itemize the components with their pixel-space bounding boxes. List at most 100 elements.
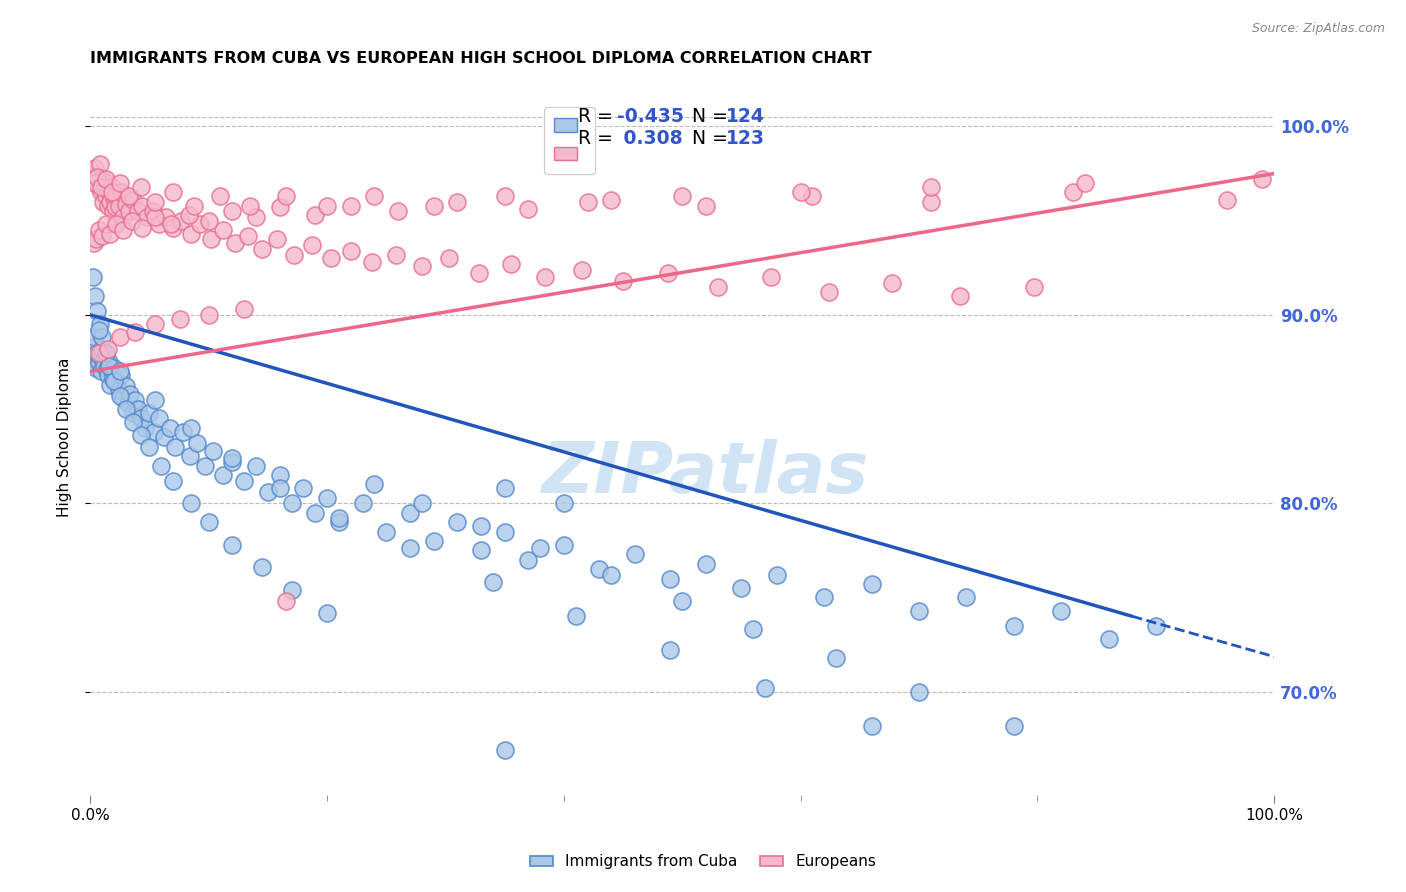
Point bbox=[553, 538, 575, 552]
Point bbox=[84, 232, 107, 246]
Point bbox=[446, 515, 468, 529]
Point bbox=[197, 308, 219, 322]
Point bbox=[384, 247, 406, 261]
Point bbox=[86, 304, 108, 318]
Point bbox=[766, 567, 789, 582]
Point bbox=[136, 210, 159, 224]
Point bbox=[94, 218, 117, 232]
Point bbox=[801, 189, 824, 203]
Point bbox=[143, 392, 166, 407]
Point bbox=[221, 450, 243, 465]
Point bbox=[114, 196, 136, 211]
Point bbox=[411, 259, 433, 273]
Point bbox=[612, 274, 634, 288]
Point bbox=[707, 279, 730, 293]
Point bbox=[98, 186, 121, 200]
Point bbox=[499, 257, 522, 271]
Point bbox=[571, 262, 593, 277]
Point bbox=[494, 524, 516, 539]
Point bbox=[470, 543, 492, 558]
Point bbox=[98, 355, 121, 369]
Point bbox=[124, 325, 146, 339]
Point bbox=[328, 511, 350, 525]
Point bbox=[754, 681, 776, 695]
Point bbox=[118, 189, 141, 203]
Text: 123: 123 bbox=[725, 129, 765, 148]
Point bbox=[91, 330, 114, 344]
Text: ZIPatlas: ZIPatlas bbox=[543, 439, 870, 508]
Point bbox=[221, 538, 243, 552]
Point bbox=[221, 455, 243, 469]
Text: 124: 124 bbox=[725, 106, 765, 126]
Point bbox=[110, 186, 132, 200]
Point bbox=[108, 330, 131, 344]
Point bbox=[269, 201, 291, 215]
Point bbox=[339, 198, 361, 212]
Point bbox=[1144, 618, 1167, 632]
Point bbox=[91, 342, 114, 356]
Point bbox=[517, 202, 540, 217]
Point bbox=[159, 421, 181, 435]
Point bbox=[129, 179, 152, 194]
Point bbox=[83, 330, 105, 344]
Text: N =: N = bbox=[692, 106, 727, 126]
Point bbox=[197, 515, 219, 529]
Point bbox=[162, 221, 184, 235]
Point bbox=[121, 415, 143, 429]
Point bbox=[759, 270, 782, 285]
Point bbox=[86, 170, 108, 185]
Point bbox=[98, 377, 121, 392]
Point bbox=[165, 440, 187, 454]
Point bbox=[143, 318, 166, 332]
Point bbox=[155, 210, 177, 224]
Point bbox=[695, 198, 717, 212]
Point bbox=[124, 392, 146, 407]
Point bbox=[107, 383, 129, 397]
Point bbox=[588, 562, 610, 576]
Point bbox=[93, 179, 115, 194]
Point bbox=[274, 189, 297, 203]
Point bbox=[553, 496, 575, 510]
Text: IMMIGRANTS FROM CUBA VS EUROPEAN HIGH SCHOOL DIPLOMA CORRELATION CHART: IMMIGRANTS FROM CUBA VS EUROPEAN HIGH SC… bbox=[90, 51, 872, 66]
Text: Source: ZipAtlas.com: Source: ZipAtlas.com bbox=[1251, 22, 1385, 36]
Point bbox=[82, 340, 104, 354]
Point bbox=[245, 210, 267, 224]
Point bbox=[112, 391, 135, 405]
Point bbox=[600, 193, 623, 207]
Point bbox=[131, 198, 153, 212]
Point bbox=[105, 374, 128, 388]
Point bbox=[162, 474, 184, 488]
Point bbox=[233, 474, 256, 488]
Point bbox=[657, 267, 679, 281]
Point bbox=[316, 198, 339, 212]
Point bbox=[1251, 172, 1274, 186]
Point bbox=[112, 223, 135, 237]
Point bbox=[96, 176, 118, 190]
Point bbox=[1062, 186, 1084, 200]
Point bbox=[170, 213, 193, 227]
Point bbox=[83, 236, 105, 251]
Point bbox=[1074, 176, 1097, 190]
Point bbox=[319, 252, 342, 266]
Point bbox=[239, 198, 262, 212]
Point bbox=[86, 170, 108, 185]
Point bbox=[534, 270, 557, 285]
Point bbox=[98, 359, 121, 373]
Point bbox=[860, 577, 883, 591]
Point bbox=[529, 541, 551, 556]
Point bbox=[143, 210, 166, 224]
Point bbox=[84, 360, 107, 375]
Y-axis label: High School Diploma: High School Diploma bbox=[58, 358, 72, 517]
Point bbox=[105, 189, 128, 203]
Point bbox=[179, 449, 201, 463]
Point bbox=[1216, 193, 1239, 207]
Point bbox=[94, 345, 117, 359]
Point bbox=[97, 198, 120, 212]
Point bbox=[671, 189, 693, 203]
Point bbox=[108, 389, 131, 403]
Point bbox=[955, 591, 977, 605]
Point bbox=[87, 179, 110, 194]
Point bbox=[194, 458, 217, 473]
Point bbox=[180, 496, 202, 510]
Point bbox=[221, 204, 243, 219]
